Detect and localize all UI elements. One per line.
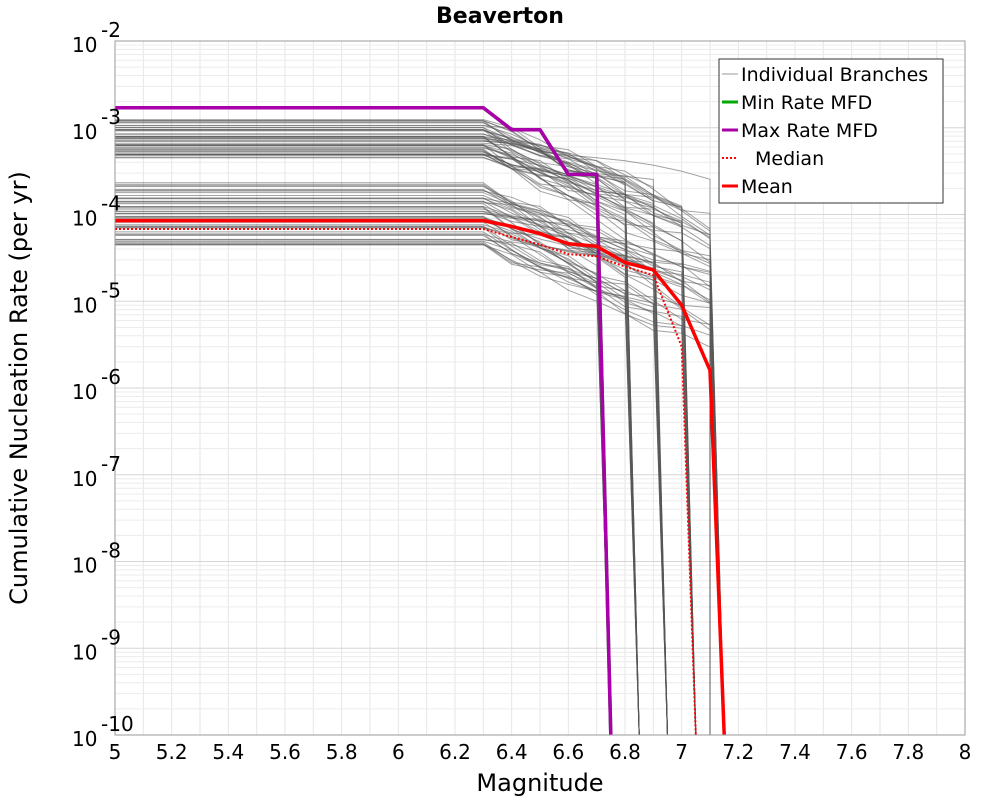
y-tick-base: 10 xyxy=(72,467,97,491)
legend: Individual Branches Min Rate MFD Max Rate … xyxy=(718,58,944,204)
branch-line xyxy=(115,240,640,736)
x-tick-label: 5.6 xyxy=(269,740,301,764)
branch-line xyxy=(115,154,640,736)
x-axis-label: Magnitude xyxy=(476,769,603,797)
branch-line xyxy=(115,220,668,736)
series-max-rate-mfd xyxy=(115,106,613,736)
x-tick-label: 5.2 xyxy=(156,740,188,764)
branch-line xyxy=(115,231,640,736)
y-tick-base: 10 xyxy=(72,207,97,231)
y-tick-exponent: -6 xyxy=(101,365,121,389)
x-tick-label: 7.6 xyxy=(836,740,868,764)
y-tick-label: 10-8 xyxy=(72,539,121,578)
y-tick-label: 10-3 xyxy=(72,105,121,144)
x-tick-label: 6.6 xyxy=(552,740,584,764)
branch-line xyxy=(115,243,668,736)
branch-line xyxy=(115,136,640,736)
legend-label: Median xyxy=(755,148,824,170)
plot-frame xyxy=(114,40,966,736)
y-tick-base: 10 xyxy=(72,554,97,578)
x-tick-label: 5.8 xyxy=(326,740,358,764)
branch-line xyxy=(115,190,668,736)
legend-box xyxy=(718,58,944,204)
y-tick-base: 10 xyxy=(72,33,97,57)
y-tick-label: 10-10 xyxy=(72,712,134,751)
legend-label: Max Rate MFD xyxy=(741,120,878,142)
y-tick-label: 10-2 xyxy=(72,18,121,57)
y-tick-exponent: -7 xyxy=(101,452,121,476)
y-tick-exponent: -4 xyxy=(101,192,121,216)
legend-label: Mean xyxy=(741,176,793,198)
y-tick-base: 10 xyxy=(72,640,97,664)
y-tick-base: 10 xyxy=(72,380,97,404)
y-tick-exponent: -10 xyxy=(101,712,134,736)
y-tick-label: 10-7 xyxy=(72,452,121,491)
y-tick-exponent: -5 xyxy=(101,278,121,302)
y-tick-base: 10 xyxy=(72,120,97,144)
branch-line xyxy=(115,129,711,735)
branch-line xyxy=(115,190,697,736)
branch-line xyxy=(115,136,668,736)
x-tick-label: 8 xyxy=(959,740,972,764)
branch-line xyxy=(115,183,640,736)
y-tick-label: 10-5 xyxy=(72,278,121,317)
y-tick-label: 10-6 xyxy=(72,365,121,404)
x-tick-label: 7 xyxy=(675,740,688,764)
y-tick-exponent: -3 xyxy=(101,105,121,129)
branch-line xyxy=(115,206,640,736)
series-lines xyxy=(115,106,726,736)
x-tick-label: 7.2 xyxy=(722,740,754,764)
y-tick-exponent: -8 xyxy=(101,539,121,563)
y-axis-label: Cumulative Nucleation Rate (per yr) xyxy=(5,171,33,605)
series-mean xyxy=(115,218,726,736)
y-tick-exponent: -2 xyxy=(101,18,121,42)
y-tick-label: 10-4 xyxy=(72,192,121,231)
x-tick-label: 6 xyxy=(392,740,405,764)
x-tick-label: 6.8 xyxy=(609,740,641,764)
x-axis-ticks: 5 5.2 5.4 5.6 5.8 6 6.2 6.4 6.6 6.8 7 7.2 7.4 7.6 7.8 8 xyxy=(109,740,972,764)
branch-line xyxy=(115,226,711,735)
x-tick-label: 6.2 xyxy=(439,740,471,764)
x-tick-label: 5.4 xyxy=(212,740,244,764)
x-tick-label: 7.8 xyxy=(892,740,924,764)
branch-line xyxy=(115,233,725,736)
x-tick-label: 7.4 xyxy=(779,740,811,764)
branch-line xyxy=(115,198,612,736)
x-tick-label: 5 xyxy=(109,740,122,764)
branch-line xyxy=(115,243,697,736)
legend-label: Individual Branches xyxy=(741,64,928,86)
branch-line xyxy=(115,224,725,736)
branch-line xyxy=(115,144,697,736)
y-tick-exponent: -9 xyxy=(101,625,121,649)
branch-line xyxy=(115,142,640,736)
chart-title: Beaverton xyxy=(436,4,564,29)
y-tick-label: 10-9 xyxy=(72,625,121,664)
branch-line xyxy=(115,216,640,736)
x-tick-label: 6.4 xyxy=(496,740,528,764)
branch-line xyxy=(115,195,697,736)
y-tick-base: 10 xyxy=(72,293,97,317)
y-tick-base: 10 xyxy=(72,727,97,751)
branch-line xyxy=(115,157,668,736)
legend-label: Min Rate MFD xyxy=(741,92,872,114)
